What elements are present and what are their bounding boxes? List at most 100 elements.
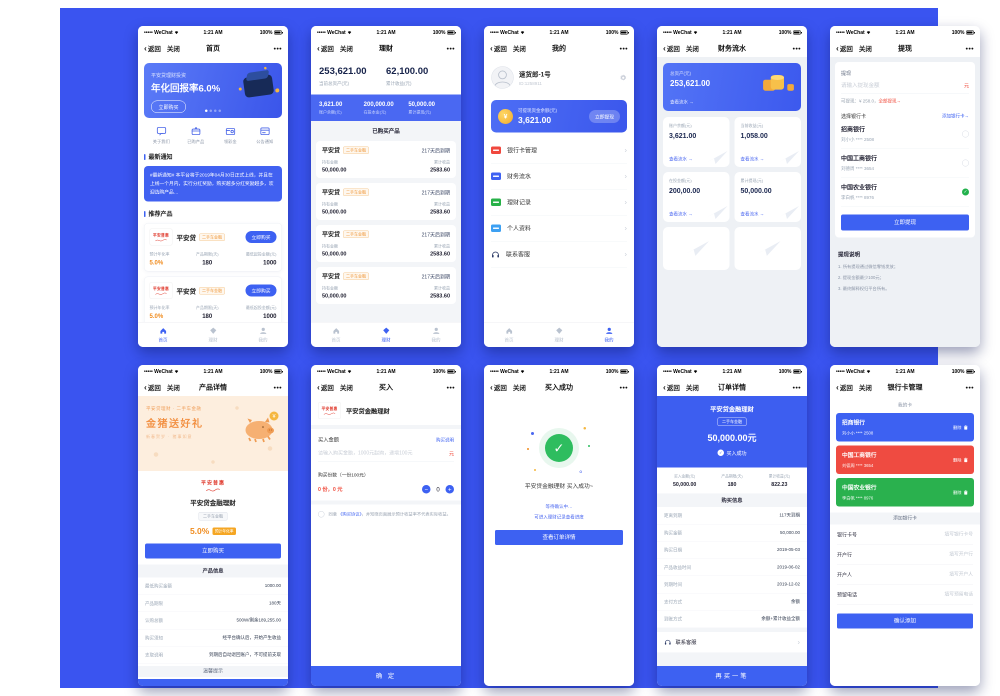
confirm-button[interactable]: 确 定	[311, 666, 461, 686]
view-flow-link[interactable]: 查看流水 →	[670, 99, 694, 105]
bank-option[interactable]: 中国农业银行 李白帆 **** 8976	[841, 178, 969, 207]
back-button[interactable]: ‹ 返回	[663, 43, 680, 53]
delete-card-button[interactable]: 删除	[953, 457, 968, 463]
close-button[interactable]: 关闭	[685, 44, 699, 53]
close-button[interactable]: 关闭	[339, 383, 353, 392]
withdraw-button[interactable]: 立即提现	[588, 109, 620, 123]
confirm-add-button[interactable]: 确认添加	[837, 613, 973, 629]
buy-now-button[interactable]: 立即购买	[245, 231, 277, 244]
bank-card[interactable]: 招商银行 刘小小 **** 2508 删除	[836, 413, 974, 442]
owned-product-card[interactable]: 平安贷 二手车金融 217天后到期 持有金额 50,000.00 累计收益 2583.60	[316, 267, 456, 304]
tab-finance[interactable]: 理财	[534, 323, 584, 348]
view-flow-link[interactable]: 查看流水 →	[669, 156, 693, 162]
tab-home[interactable]: 首页	[484, 323, 534, 348]
close-button[interactable]: 关闭	[685, 383, 699, 392]
promo-banner[interactable]: 平安贷理财投资 年化回报率6.0% 立即购买	[144, 63, 282, 118]
bank-card[interactable]: 中国工商银行 刘德周 **** 3654 删除	[836, 445, 974, 474]
bank-card[interactable]: 中国农业银行 李白帆 **** 8976 删除	[836, 478, 974, 507]
back-button[interactable]: ‹ 返回	[317, 382, 334, 392]
tab-mine[interactable]: 我的	[238, 323, 288, 348]
delete-card-button[interactable]: 删除	[953, 424, 968, 430]
back-button[interactable]: ‹ 返回	[836, 43, 853, 53]
settings-icon[interactable]	[620, 74, 628, 82]
banner-buy-button[interactable]: 立即购买	[151, 100, 186, 113]
menu-support[interactable]: 联系客服	[491, 242, 627, 268]
add-bank-link[interactable]: 添加银行卡→	[941, 113, 969, 119]
close-button[interactable]: 关闭	[512, 44, 526, 53]
amount-input[interactable]	[841, 82, 964, 89]
quick-about[interactable]: 关于我们	[144, 126, 179, 145]
tab-home[interactable]: 首页	[311, 323, 361, 348]
close-button[interactable]: 关闭	[858, 44, 872, 53]
view-flow-link[interactable]: 查看流水 →	[740, 156, 765, 162]
close-button[interactable]: 关闭	[166, 44, 180, 53]
view-flow-link[interactable]: 查看流水 →	[669, 211, 693, 217]
more-button[interactable]: •••	[446, 383, 455, 391]
menu-bank-cards[interactable]: 银行卡管理	[491, 138, 627, 164]
back-button[interactable]: ‹ 返回	[663, 382, 680, 392]
quick-notice[interactable]: 公告通知	[248, 126, 283, 145]
tab-finance[interactable]: 理财	[361, 323, 411, 348]
back-button[interactable]: ‹ 返回	[490, 43, 507, 53]
radio-unchecked-icon[interactable]	[962, 159, 969, 167]
view-order-button[interactable]: 查看订单详情	[495, 530, 623, 545]
more-button[interactable]: •••	[965, 383, 974, 391]
delete-card-button[interactable]: 删除	[953, 489, 968, 495]
buy-help-link[interactable]: 购买说明	[435, 437, 454, 443]
more-button[interactable]: •••	[619, 44, 628, 52]
buy-now-button[interactable]: 立即购买	[245, 284, 277, 297]
more-button[interactable]: •••	[619, 383, 628, 391]
more-button[interactable]: •••	[273, 44, 282, 52]
plus-button[interactable]	[445, 485, 454, 494]
view-flow-link[interactable]: 查看流水 →	[740, 211, 765, 217]
back-button[interactable]: ‹ 返回	[836, 382, 853, 392]
more-button[interactable]: •••	[965, 44, 974, 52]
buy-now-button[interactable]: 立即购买	[145, 543, 281, 559]
product-card[interactable]: 平安普惠 平安贷 二手车金融 立即购买 预计年化率 5.0% 产品期限(天) 180…	[144, 276, 282, 326]
phone-input[interactable]	[872, 591, 973, 597]
quick-products[interactable]: 已购产品	[179, 126, 214, 145]
holder-name-input[interactable]	[872, 571, 973, 577]
card-number-input[interactable]	[872, 531, 973, 537]
back-button[interactable]: ‹ 返回	[144, 43, 161, 53]
bottom-cta-strip[interactable]	[138, 679, 288, 686]
agreement-checkbox[interactable]	[318, 511, 325, 518]
more-button[interactable]: •••	[792, 383, 801, 391]
tab-mine[interactable]: 我的	[584, 323, 634, 348]
menu-records[interactable]: 理财记录	[491, 190, 627, 216]
more-button[interactable]: •••	[273, 383, 282, 391]
menu-statements[interactable]: 财务流水	[491, 164, 627, 190]
close-button[interactable]: 关闭	[166, 383, 180, 392]
withdraw-all-link[interactable]: 全部提现→	[878, 98, 902, 104]
close-button[interactable]: 关闭	[512, 383, 526, 392]
buy-again-button[interactable]: 再买一笔	[657, 666, 807, 686]
close-button[interactable]: 关闭	[339, 44, 353, 53]
quick-bonus[interactable]: 领彩金	[213, 126, 248, 145]
close-button[interactable]: 关闭	[858, 383, 872, 392]
amount-input[interactable]	[318, 450, 449, 456]
owned-product-card[interactable]: 平安贷 二手车金融 217天后到期 持有金额 50,000.00 累计收益 2583.60	[316, 183, 456, 220]
owned-product-card[interactable]: 平安贷 二手车金融 217天后到期 持有金额 50,000.00 累计收益 2583.60	[316, 225, 456, 262]
more-button[interactable]: •••	[792, 44, 801, 52]
minus-button[interactable]	[422, 485, 431, 494]
carousel-dots[interactable]	[144, 106, 282, 115]
tab-mine[interactable]: 我的	[411, 323, 461, 348]
back-button[interactable]: ‹ 返回	[317, 43, 334, 53]
back-button[interactable]: ‹ 返回	[144, 382, 161, 392]
menu-profile[interactable]: 个人资料	[491, 216, 627, 242]
withdraw-submit-button[interactable]: 立即提现	[841, 214, 969, 231]
agreement-link[interactable]: 《购买协议》	[338, 511, 362, 517]
bank-option[interactable]: 招商银行 刘小小 **** 2508	[841, 120, 969, 149]
tab-home[interactable]: 首页	[138, 323, 188, 348]
radio-unchecked-icon[interactable]	[962, 130, 969, 138]
tab-finance[interactable]: 理财	[188, 323, 238, 348]
owned-product-card[interactable]: 平安贷 二手车金融 217天后到期 持有金额 50,000.00 累计收益 2583.60	[316, 141, 456, 178]
bank-name-input[interactable]	[872, 551, 973, 557]
back-button[interactable]: ‹ 返回	[490, 382, 507, 392]
radio-checked-icon[interactable]	[962, 188, 969, 196]
product-card[interactable]: 平安普惠 平安贷 二手车金融 立即购买 预计年化率 5.0% 产品期限(天) 180…	[144, 223, 282, 272]
bank-option[interactable]: 中国工商银行 刘德周 **** 3654	[841, 149, 969, 178]
notice-card[interactable]: #最新通知# 本平台将于2019年04月30日正式上线，并且在上线一个月内，实行…	[144, 166, 282, 202]
contact-support-row[interactable]: 联系客服	[657, 627, 807, 653]
more-button[interactable]: •••	[446, 44, 455, 52]
